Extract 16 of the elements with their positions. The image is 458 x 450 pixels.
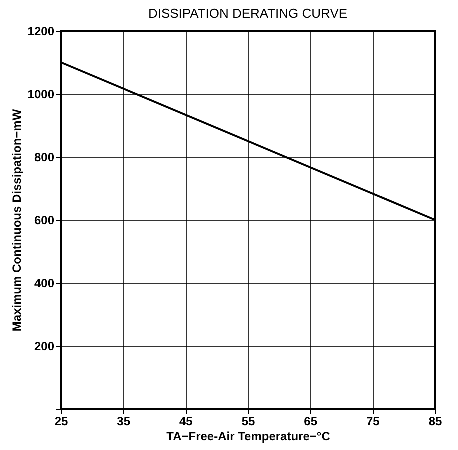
y-tick-label: 400 — [34, 276, 55, 290]
x-tick-label: 35 — [117, 414, 131, 428]
x-axis-title: TA−Free-Air Temperature−°C — [166, 430, 331, 444]
chart-title: DISSIPATION DERATING CURVE — [148, 6, 348, 21]
x-tick-label: 75 — [366, 414, 380, 428]
y-tick-label: 800 — [34, 150, 55, 164]
x-tick-label: 65 — [304, 414, 318, 428]
y-tick-label: 200 — [34, 340, 55, 354]
y-axis-title: Maximum Continuous Dissipation−mW — [10, 108, 24, 332]
x-tick-label: 25 — [54, 414, 68, 428]
x-tick-label: 55 — [242, 414, 256, 428]
y-tick-label: 600 — [34, 214, 55, 228]
y-tick-label: 1200 — [28, 24, 55, 38]
y-tick-label: 1000 — [28, 88, 55, 102]
x-tick-label: 85 — [428, 414, 442, 428]
x-tick-label: 45 — [179, 414, 194, 428]
